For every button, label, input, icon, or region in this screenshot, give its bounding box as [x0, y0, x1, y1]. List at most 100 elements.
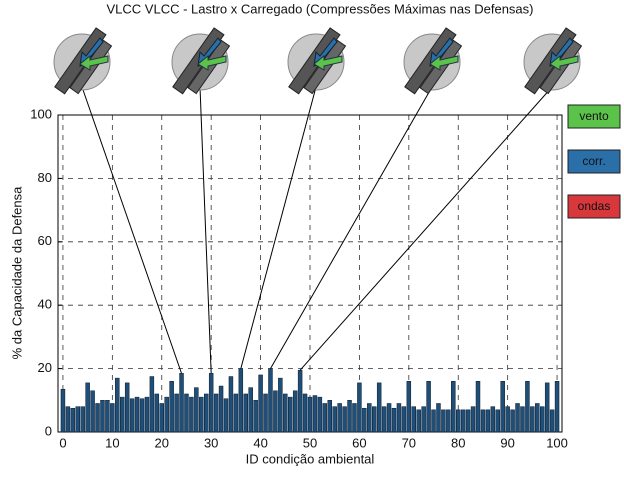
- bar: [105, 400, 110, 433]
- bar: [95, 403, 100, 433]
- pointer-line: [199, 86, 212, 374]
- ship-icon: [523, 27, 583, 95]
- bar: [164, 396, 169, 433]
- bar: [149, 376, 155, 433]
- bar: [100, 400, 105, 433]
- bar: [376, 382, 382, 433]
- arrow-wind: [429, 54, 459, 71]
- bar: [253, 400, 258, 433]
- bar: [505, 406, 510, 433]
- y-axis-label: % da Capacidade da Defensa: [9, 186, 24, 360]
- y-tick-label: 100: [30, 106, 52, 121]
- bar: [70, 407, 76, 433]
- bar: [124, 382, 130, 433]
- bar: [436, 403, 441, 433]
- bar: [554, 381, 560, 433]
- bar: [446, 409, 451, 433]
- bar: [396, 403, 402, 433]
- bar: [218, 385, 224, 433]
- bar: [189, 396, 194, 433]
- bar: [416, 409, 421, 433]
- bar: [80, 406, 85, 433]
- legend-label: ondas: [578, 199, 611, 213]
- bar: [332, 406, 337, 433]
- bar: [154, 393, 160, 433]
- y-tick-label: 40: [38, 297, 52, 312]
- bar: [500, 381, 505, 433]
- bar: [480, 409, 486, 433]
- bar: [174, 393, 179, 433]
- y-tick-label: 80: [38, 170, 52, 185]
- bar: [490, 406, 496, 433]
- bar: [159, 403, 164, 433]
- x-axis-label: ID condição ambiental: [246, 451, 375, 466]
- pointer-line: [81, 86, 183, 374]
- arrow-wind: [79, 54, 109, 71]
- bar: [431, 409, 436, 433]
- bar: [297, 369, 303, 433]
- bar: [213, 393, 219, 433]
- plot-frame: [57, 114, 563, 433]
- chart-title: VLCC VLCC - Lastro x Carregado (Compress…: [107, 1, 534, 16]
- x-tick-label: 90: [500, 435, 514, 450]
- bar: [302, 393, 308, 433]
- bar: [110, 403, 115, 433]
- bar: [520, 406, 525, 433]
- bar: [460, 409, 466, 433]
- bar: [144, 396, 150, 433]
- y-tick-label: 0: [45, 423, 52, 438]
- x-tick-label: 10: [105, 435, 119, 450]
- bar: [411, 406, 416, 433]
- bar: [470, 406, 476, 433]
- x-tick-label: 0: [59, 435, 66, 450]
- bar: [535, 403, 540, 433]
- bar: [386, 403, 392, 433]
- bar: [184, 393, 189, 433]
- pointer-line: [240, 86, 317, 369]
- bar: [525, 381, 530, 433]
- legend-swatch: [567, 194, 621, 219]
- bar: [372, 406, 377, 433]
- bar: [342, 406, 347, 433]
- bar: [268, 368, 273, 433]
- bar: [85, 382, 90, 433]
- bar: [115, 377, 120, 433]
- bar: [194, 387, 199, 433]
- bar: [258, 374, 263, 433]
- bar: [273, 390, 278, 433]
- ship-icon: [171, 27, 231, 95]
- bar: [510, 409, 515, 433]
- bar: [540, 406, 545, 433]
- bar: [456, 409, 461, 433]
- x-tick-label: 80: [451, 435, 465, 450]
- bar: [327, 400, 332, 433]
- bar: [134, 396, 140, 433]
- pointer-line: [270, 86, 433, 369]
- bar: [515, 403, 520, 433]
- bar: [475, 381, 481, 433]
- legend-swatch: [567, 149, 621, 174]
- bar: [139, 398, 145, 433]
- bar: [421, 406, 426, 433]
- bar: [352, 403, 357, 433]
- bar: [465, 409, 471, 433]
- pointer-line: [299, 86, 553, 371]
- bar: [204, 393, 209, 433]
- bar: [451, 381, 456, 433]
- ship-icon: [53, 27, 113, 95]
- bar: [228, 376, 234, 433]
- arrow-wind: [549, 54, 579, 71]
- x-tick-label: 100: [546, 435, 568, 450]
- bar: [90, 390, 95, 433]
- bar: [65, 406, 71, 433]
- bar: [401, 406, 407, 433]
- arrow-wind: [197, 54, 227, 71]
- bar: [367, 403, 372, 433]
- bar: [495, 409, 500, 433]
- bar: [322, 403, 328, 433]
- bar: [406, 381, 412, 433]
- y-tick-label: 20: [38, 360, 52, 375]
- x-tick-label: 50: [303, 435, 317, 450]
- bar: [238, 368, 244, 433]
- bar: [263, 393, 268, 433]
